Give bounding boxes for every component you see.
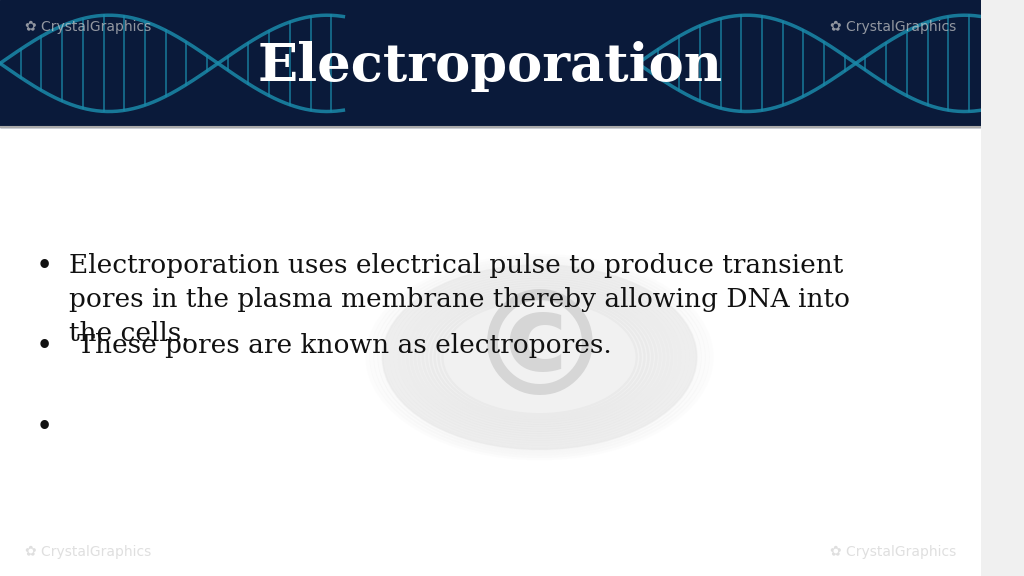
- Bar: [0, 0, 981, 127]
- Text: •: •: [36, 414, 53, 442]
- Text: ✿ CrystalGraphics: ✿ CrystalGraphics: [25, 20, 151, 34]
- Text: These pores are known as electropores.: These pores are known as electropores.: [69, 334, 611, 358]
- Text: •: •: [36, 252, 53, 281]
- Text: ©: ©: [467, 284, 612, 425]
- Text: Electroporation uses electrical pulse to produce transient
pores in the plasma m: Electroporation uses electrical pulse to…: [69, 252, 850, 346]
- Circle shape: [383, 265, 696, 449]
- Text: Electroporation: Electroporation: [258, 41, 723, 92]
- Text: ✿ CrystalGraphics: ✿ CrystalGraphics: [830, 20, 956, 34]
- Text: ✿ CrystalGraphics: ✿ CrystalGraphics: [830, 545, 956, 559]
- Bar: [0, 127, 981, 576]
- Text: •: •: [36, 334, 53, 361]
- Text: ✿ CrystalGraphics: ✿ CrystalGraphics: [25, 545, 151, 559]
